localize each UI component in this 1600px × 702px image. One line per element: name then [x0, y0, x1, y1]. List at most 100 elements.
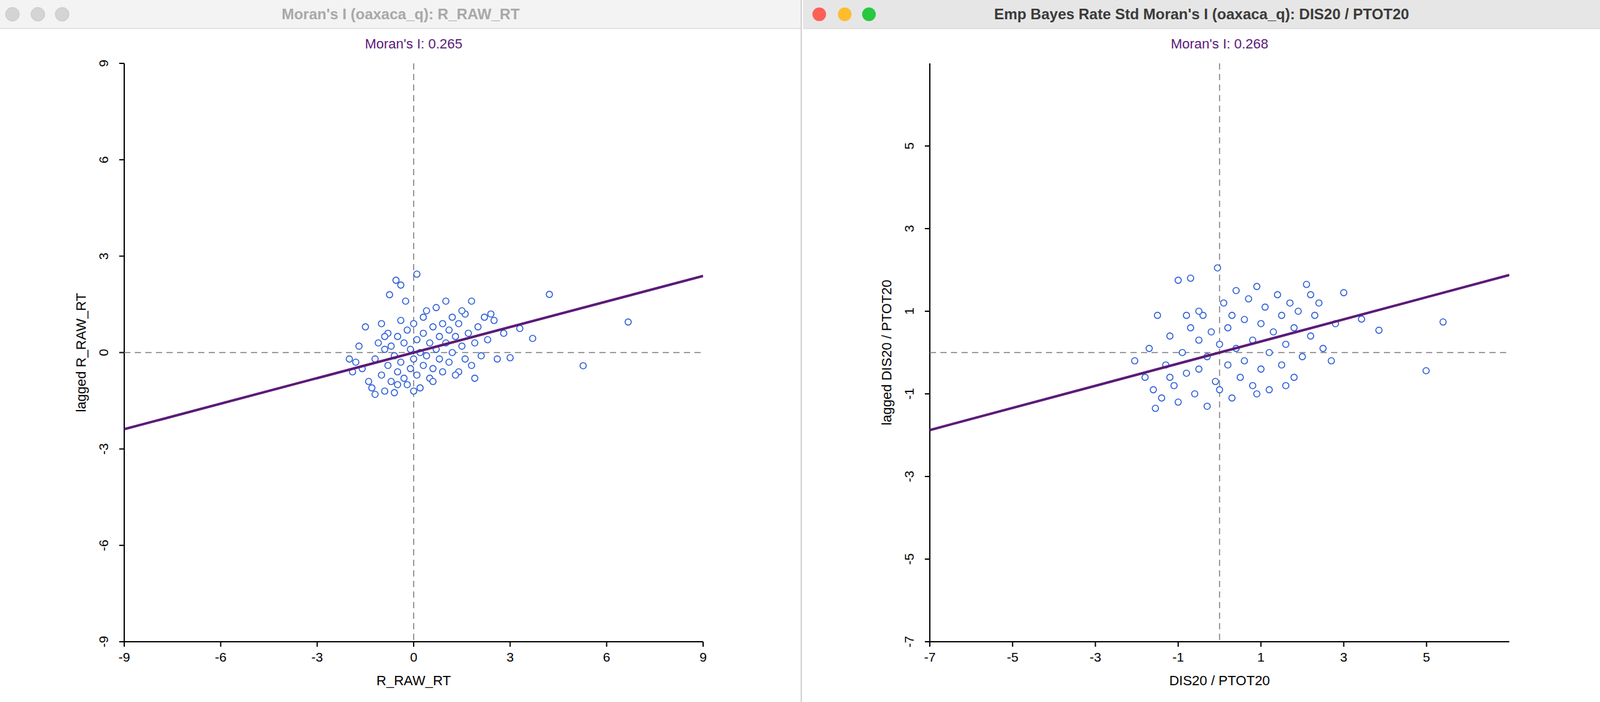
- window-button[interactable]: [55, 7, 69, 22]
- point: [423, 307, 430, 314]
- window-edge: [800, 0, 802, 702]
- y-tick-label: -7: [901, 636, 917, 648]
- point: [1249, 382, 1256, 389]
- x-tick: [1095, 641, 1097, 647]
- x-tick: [1177, 641, 1179, 647]
- x-tick-label: -5: [1006, 649, 1019, 664]
- point: [1167, 332, 1174, 340]
- point: [580, 362, 587, 369]
- x-tick-label: 5: [1422, 649, 1431, 664]
- point: [410, 320, 417, 327]
- y-tick-label: 3: [96, 252, 111, 260]
- point: [1224, 324, 1232, 332]
- point: [1216, 340, 1223, 348]
- y-tick-label: -1: [901, 388, 917, 400]
- window-button[interactable]: [837, 7, 852, 22]
- point: [1154, 312, 1161, 319]
- x-tick: [606, 641, 608, 647]
- point: [1286, 300, 1294, 307]
- point: [494, 355, 501, 363]
- point: [1214, 264, 1221, 271]
- window-button[interactable]: [5, 7, 20, 22]
- x-tick: [702, 641, 704, 647]
- y-tick: [924, 393, 930, 395]
- point: [1327, 357, 1335, 364]
- point: [1204, 403, 1211, 410]
- plot-area: [124, 63, 704, 642]
- y-tick: [119, 159, 125, 161]
- point: [1131, 357, 1138, 364]
- point: [413, 372, 420, 379]
- point: [410, 355, 417, 363]
- point: [475, 323, 482, 330]
- point: [404, 326, 411, 333]
- y-tick-label: 9: [96, 59, 111, 68]
- x-tick: [123, 641, 125, 647]
- point: [352, 359, 360, 366]
- subtitle: Moran's I: 0.265: [364, 36, 463, 52]
- x-tick: [413, 641, 415, 647]
- point: [484, 336, 491, 343]
- point: [471, 339, 478, 346]
- x-tick: [1011, 641, 1014, 647]
- point: [1195, 365, 1202, 373]
- point: [1150, 386, 1157, 393]
- x-tick: [1426, 641, 1428, 647]
- point: [436, 333, 443, 340]
- point: [1319, 345, 1327, 352]
- point: [487, 310, 494, 317]
- window-button[interactable]: [812, 7, 827, 22]
- point: [1257, 365, 1264, 373]
- point: [423, 352, 430, 360]
- point: [1265, 349, 1273, 356]
- y-tick-label: 5: [901, 142, 917, 150]
- y-tick: [119, 448, 125, 450]
- y-tick: [924, 640, 930, 643]
- y-tick-label: -6: [96, 539, 111, 551]
- point: [1237, 373, 1244, 381]
- title-bar-border: [803, 28, 1600, 30]
- point: [1253, 283, 1260, 290]
- regression-line: [929, 275, 1510, 431]
- point: [407, 365, 414, 372]
- point: [404, 381, 411, 388]
- point: [1175, 277, 1182, 284]
- point: [1240, 316, 1248, 323]
- x-axis-label: DIS20 / PTOT20: [1168, 672, 1270, 689]
- point: [468, 362, 475, 369]
- point: [420, 329, 427, 337]
- point: [1228, 395, 1235, 402]
- point: [452, 333, 459, 340]
- point: [397, 317, 404, 324]
- point: [394, 368, 401, 376]
- x-tick-label: -3: [1089, 649, 1102, 664]
- x-tick: [509, 641, 511, 647]
- point: [459, 342, 466, 350]
- point: [449, 349, 456, 356]
- point: [1224, 361, 1232, 368]
- title-bar-border: [0, 28, 802, 30]
- y-tick-label: 6: [96, 155, 111, 164]
- point: [1315, 300, 1322, 307]
- title-bar: [803, 0, 1600, 29]
- x-tick-label: 3: [506, 649, 514, 664]
- y-tick: [119, 255, 125, 257]
- point: [1183, 312, 1190, 319]
- x-tick-label: -7: [924, 649, 937, 664]
- window-button[interactable]: [862, 7, 876, 22]
- point: [1257, 320, 1264, 327]
- y-tick: [924, 145, 930, 147]
- point: [400, 339, 407, 346]
- window-button[interactable]: [31, 7, 45, 22]
- point: [378, 320, 385, 327]
- point: [1228, 312, 1235, 319]
- point: [416, 384, 423, 391]
- x-tick: [219, 641, 222, 647]
- y-tick-label: -5: [901, 553, 917, 566]
- point: [429, 378, 437, 385]
- point: [388, 342, 395, 350]
- point: [1307, 291, 1314, 298]
- point: [1191, 390, 1199, 397]
- point: [1358, 316, 1365, 323]
- point: [345, 355, 353, 363]
